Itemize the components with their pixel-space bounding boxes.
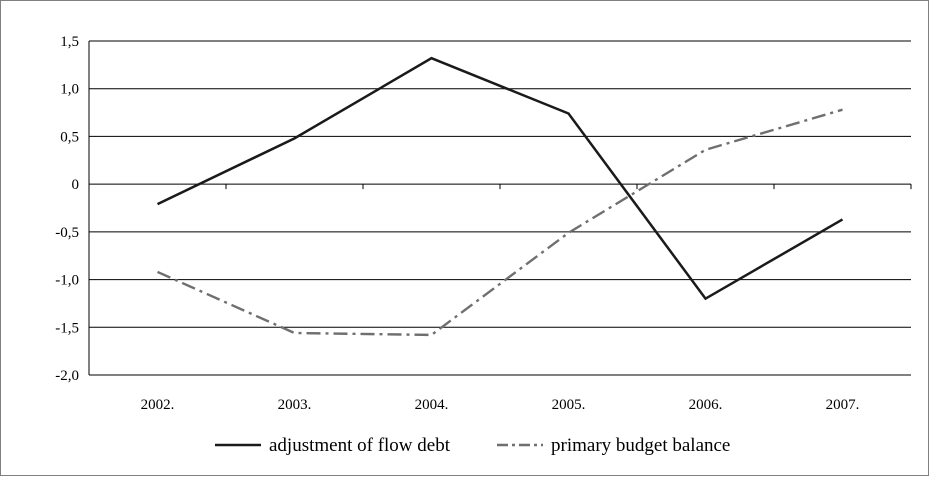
y-tick-label: 1,5 (60, 34, 79, 50)
legend-label: adjustment of flow debt (269, 435, 451, 456)
series-lines (157, 58, 842, 335)
y-tick-labels: 1,5 1,0 0,5 0 -0,5 -1,0 -1,5 -2,0 (55, 34, 79, 384)
y-tick-label: -0,5 (55, 225, 79, 241)
legend-label: primary budget balance (551, 435, 730, 456)
y-tick-label: 1,0 (60, 82, 79, 98)
series-line-0 (158, 58, 843, 298)
gridlines (89, 41, 911, 375)
x-tick-label: 2006. (689, 397, 723, 413)
y-tick-label: 0 (72, 177, 80, 193)
x-tick-label: 2005. (552, 397, 586, 413)
axes (89, 41, 911, 375)
x-tick-label: 2003. (278, 397, 312, 413)
x-tick-label: 2002. (141, 397, 175, 413)
x-tick-labels: 2002. 2003. 2004. 2005. 2006. 2007. (141, 397, 860, 413)
legend: adjustment of flow debt primary budget ba… (215, 435, 730, 456)
x-tick-label: 2007. (826, 397, 860, 413)
x-tick-label: 2004. (415, 397, 449, 413)
y-tick-label: -1,5 (55, 320, 79, 336)
y-tick-label: -2,0 (55, 368, 79, 384)
y-tick-label: -1,0 (55, 273, 79, 289)
series-line-1 (158, 110, 843, 335)
y-tick-label: 0,5 (60, 129, 79, 145)
